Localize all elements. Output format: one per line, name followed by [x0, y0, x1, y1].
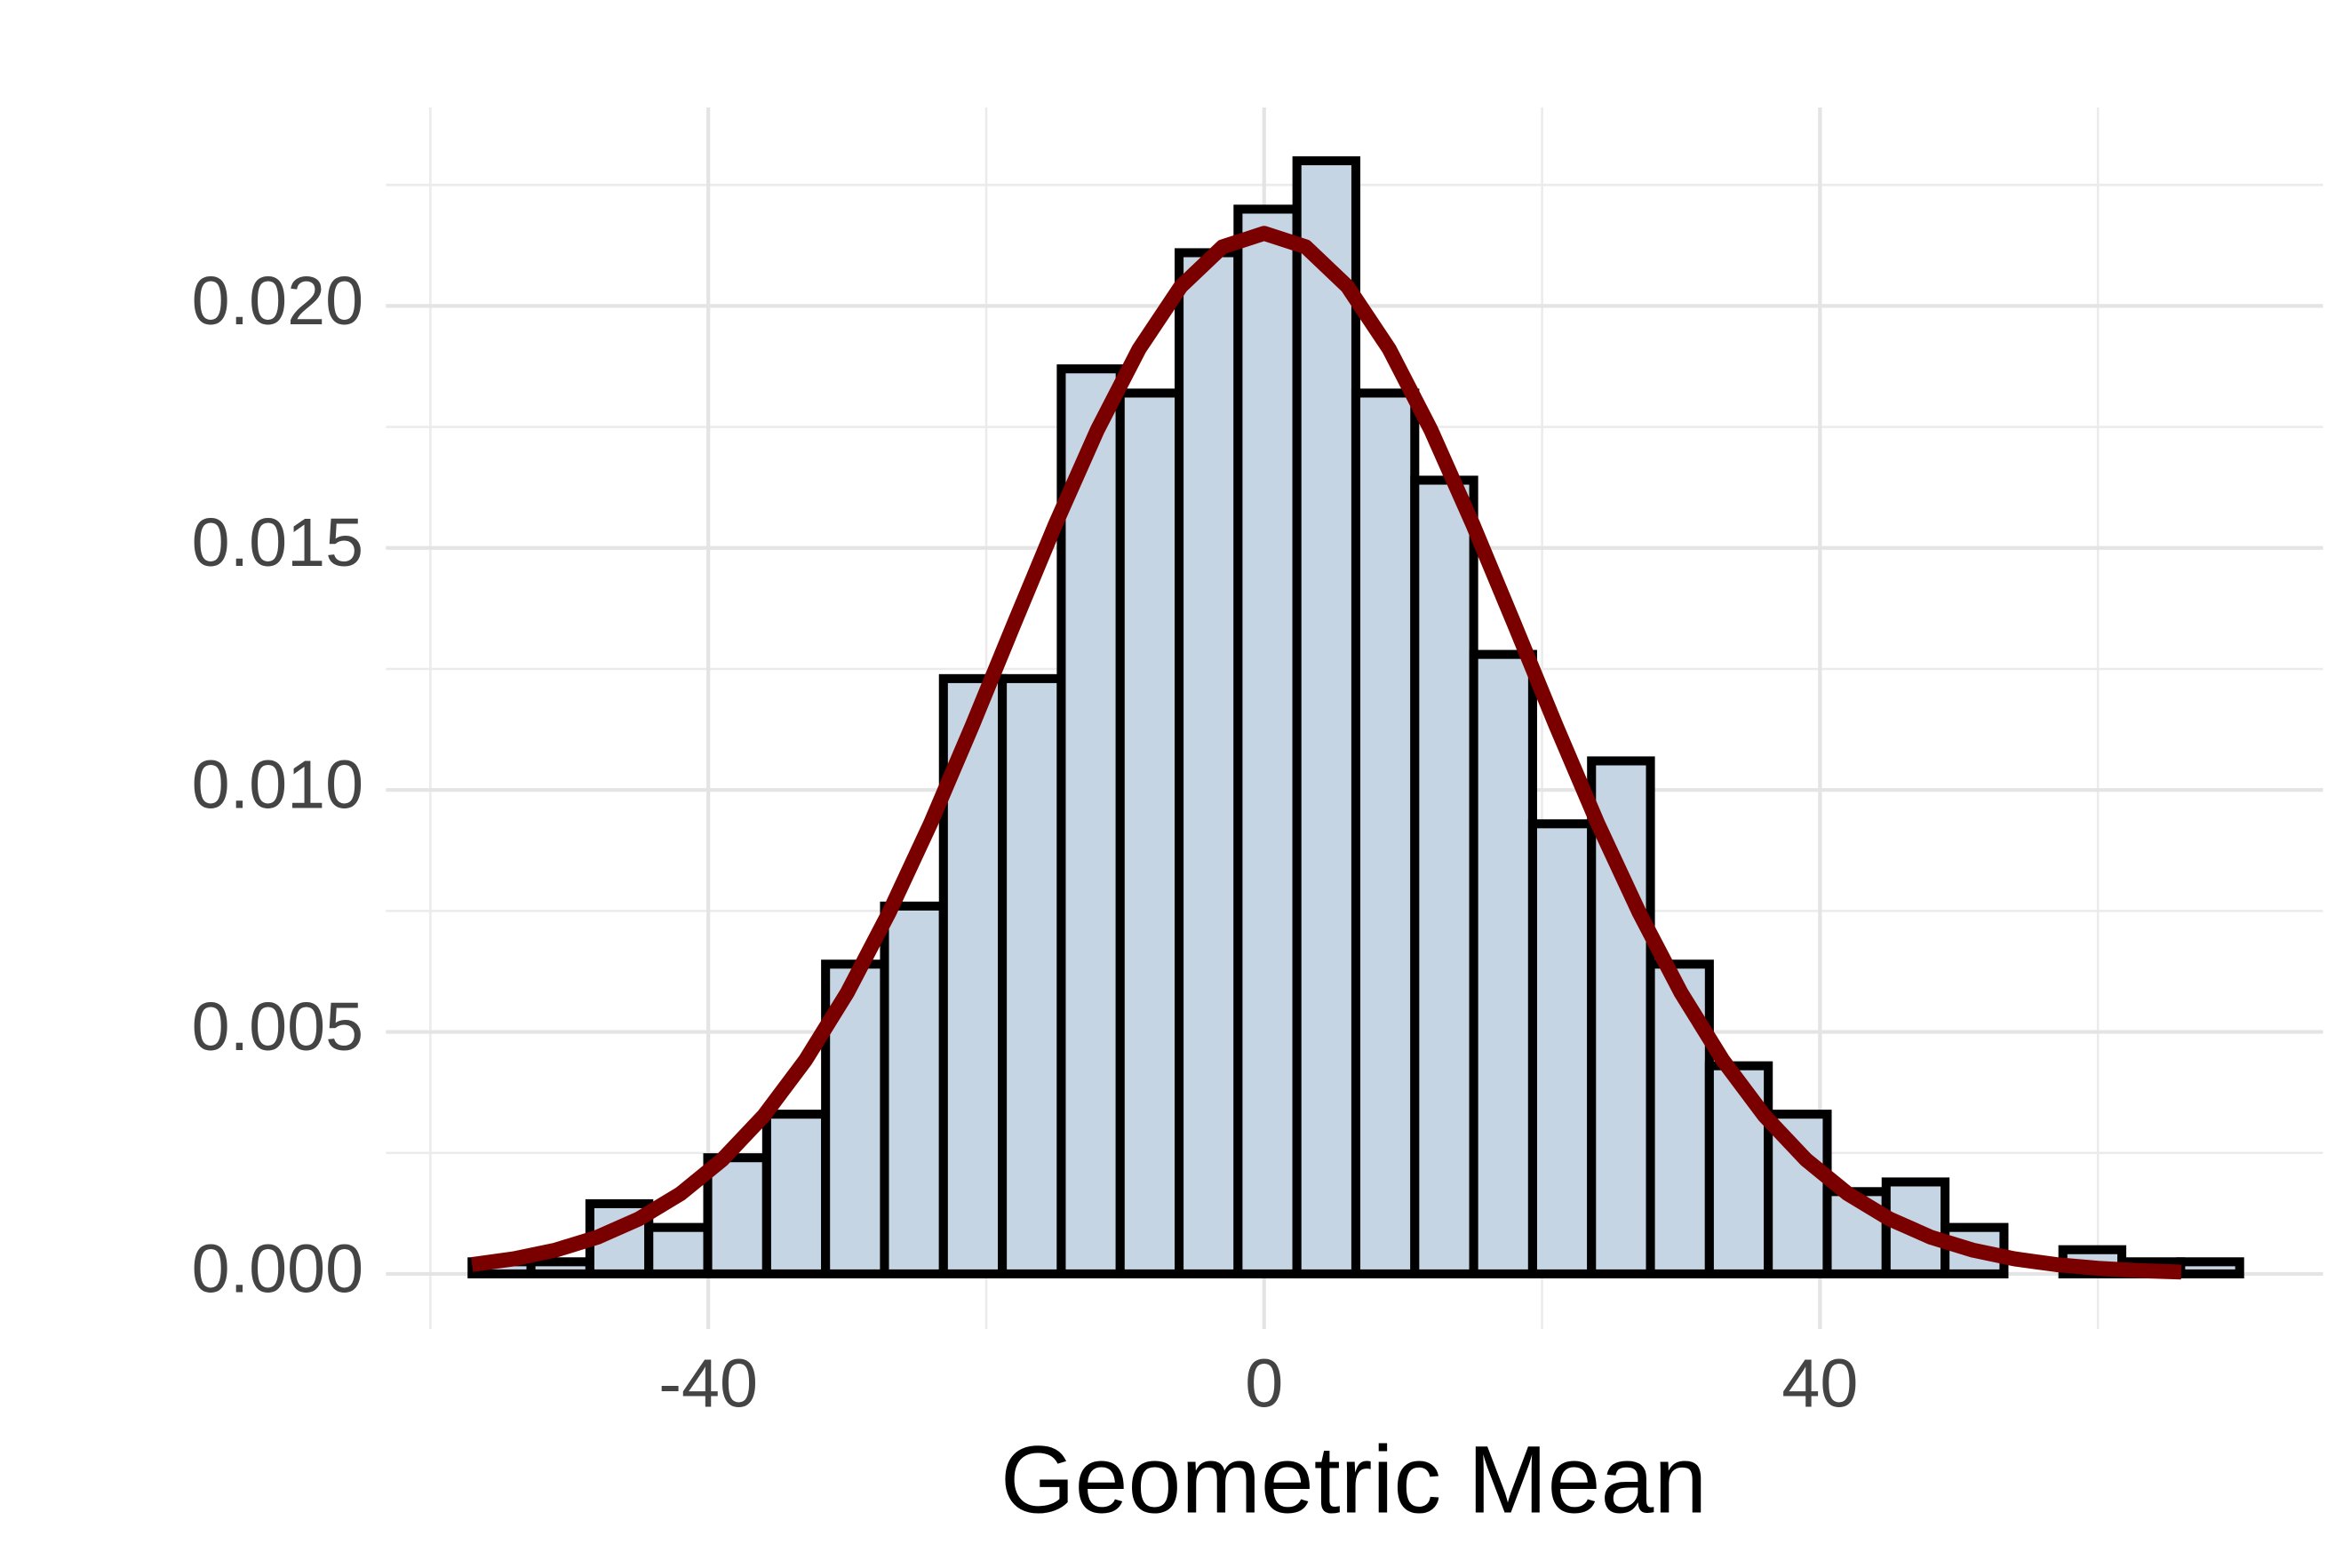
bar [1174, 248, 1243, 1278]
bar [998, 673, 1066, 1278]
y-tick-label: 0.005 [192, 989, 363, 1065]
bar [703, 1153, 771, 1278]
y-tick-label: 0.010 [192, 747, 363, 824]
bar [1469, 649, 1537, 1278]
bar [761, 1110, 831, 1278]
bar [1527, 819, 1597, 1278]
bar [2176, 1257, 2244, 1278]
bar [1410, 475, 1478, 1278]
y-tick-label: 0.015 [192, 505, 363, 581]
marks [467, 155, 2244, 1280]
bar [880, 901, 948, 1278]
y-tick-label: 0.020 [192, 263, 363, 339]
bar [526, 1257, 594, 1278]
y-tick-label: 0.000 [192, 1230, 363, 1307]
bar [644, 1222, 713, 1278]
bar [1115, 388, 1184, 1278]
x-tick-label: 40 [1781, 1346, 1858, 1422]
x-tick-label: -40 [658, 1346, 758, 1422]
bar [1233, 204, 1302, 1278]
x-axis-title: Geometric Mean [1000, 1427, 1707, 1533]
x-tick-label: 0 [1245, 1346, 1283, 1422]
bar [1292, 155, 1361, 1278]
bar [1351, 388, 1420, 1278]
density-curve [471, 226, 2182, 1280]
